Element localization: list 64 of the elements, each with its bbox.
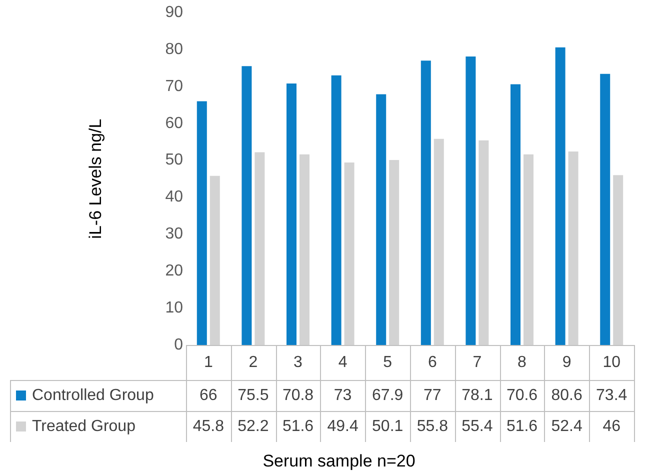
bar — [286, 84, 297, 345]
x-tick-label: 3 — [294, 354, 303, 371]
x-axis-title: Serum sample n=20 — [262, 452, 416, 471]
y-tick-label: 90 — [165, 4, 184, 22]
x-tick-label: 4 — [338, 354, 348, 371]
data-label: 73.4 — [596, 386, 628, 404]
bar — [555, 47, 566, 345]
x-tick-label: 9 — [562, 354, 572, 371]
bar — [331, 75, 342, 345]
bar — [344, 162, 354, 345]
data-label: 70.6 — [506, 386, 538, 404]
data-label: 51.6 — [282, 418, 314, 435]
data-label: 49.4 — [327, 418, 358, 435]
y-axis-title: iL-6 Levels ng/L — [86, 118, 105, 239]
y-tick-label: 60 — [165, 114, 184, 132]
data-label: 70.8 — [282, 386, 314, 404]
data-label: 45.8 — [192, 418, 224, 435]
x-tick-label: 6 — [428, 354, 437, 371]
data-label: 55.8 — [416, 418, 448, 435]
bar — [389, 160, 400, 345]
bar — [254, 152, 265, 345]
bar — [613, 175, 624, 345]
y-tick-label: 20 — [165, 262, 184, 280]
bar — [568, 151, 578, 345]
bar — [600, 74, 610, 345]
bar — [466, 56, 476, 345]
y-tick-label: 30 — [165, 226, 184, 243]
x-tick-label: 10 — [602, 354, 621, 371]
x-tick-label: 8 — [518, 354, 527, 371]
data-label: 52.4 — [551, 418, 582, 435]
y-tick-label: 70 — [165, 78, 184, 95]
bar — [242, 66, 252, 345]
data-label: 75.5 — [238, 386, 269, 404]
bar — [420, 60, 431, 345]
x-tick-label: 2 — [248, 354, 258, 371]
y-tick-label: 50 — [165, 152, 184, 169]
bar — [510, 84, 521, 345]
data-label: 51.6 — [506, 418, 538, 435]
y-tick-label: 80 — [165, 40, 184, 58]
bar — [210, 176, 220, 345]
x-tick-label: 7 — [472, 354, 482, 371]
bar — [478, 140, 489, 345]
data-label: 50.1 — [372, 418, 404, 435]
y-tick-label: 10 — [165, 299, 184, 316]
legend-label: Controlled Group — [32, 386, 154, 404]
bar — [434, 138, 444, 345]
data-label: 80.6 — [551, 386, 582, 404]
x-tick-label: 1 — [204, 354, 213, 371]
bar — [299, 154, 310, 345]
y-tick-label: 0 — [174, 336, 184, 354]
data-label: 66 — [200, 386, 218, 404]
x-tick-label: 5 — [383, 354, 392, 371]
data-label: 73 — [334, 386, 352, 404]
y-tick-label: 40 — [165, 188, 184, 206]
bar — [523, 154, 534, 345]
bar — [376, 94, 386, 345]
data-label: 46 — [602, 418, 621, 435]
data-label: 78.1 — [462, 386, 493, 404]
data-label: 77 — [424, 386, 442, 404]
bar — [196, 101, 207, 345]
data-label: 52.2 — [238, 418, 269, 435]
data-label: 55.4 — [462, 418, 493, 435]
legend-label: Treated Group — [32, 418, 136, 435]
data-label: 67.9 — [372, 386, 404, 404]
